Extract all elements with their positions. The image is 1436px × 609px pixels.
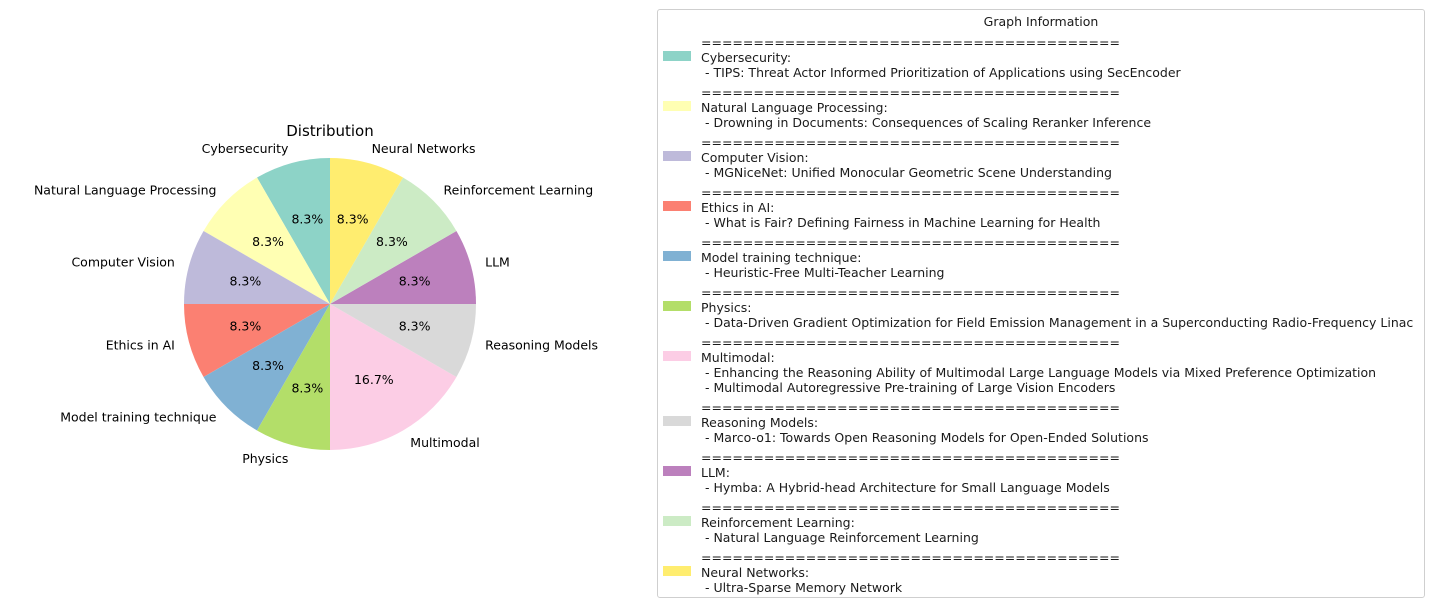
slice-category-label: Natural Language Processing [34,182,217,197]
slice-category-label: Multimodal [410,435,479,450]
legend-separator: ======================================== [701,285,1120,300]
legend-swatch [663,416,691,426]
legend-separator: ======================================== [701,335,1120,350]
slice-category-label: Computer Vision [71,254,174,269]
pie-slice-reinforcement-learning [330,177,457,304]
pie-slice-multimodal [330,304,457,450]
slice-percent-label: 8.3% [230,273,262,288]
slice-category-label: Physics [242,451,288,466]
legend-separator: ======================================== [701,135,1120,150]
legend-swatch [663,101,691,111]
pie-slice-cybersecurity [257,158,330,304]
legend-swatch [663,466,691,476]
slice-percent-label: 8.3% [399,273,431,288]
legend-separator: ======================================== [701,550,1120,565]
legend-paper-title: - Natural Language Reinforcement Learnin… [701,530,979,545]
slice-category-label: Cybersecurity [202,141,289,156]
pie-slice-model-training-technique [203,304,330,431]
legend-category: Natural Language Processing: [701,100,888,115]
slice-percent-label: 8.3% [376,234,408,249]
legend-paper-title: - What is Fair? Defining Fairness in Mac… [701,215,1101,230]
legend-category: Model training technique: [701,250,862,265]
pie-slice-reasoning-models [330,304,476,377]
slice-percent-label: 8.3% [230,319,262,334]
slice-category-label: Neural Networks [372,141,476,156]
legend-paper-title: - Enhancing the Reasoning Ability of Mul… [701,365,1377,380]
legend-swatch [663,566,691,576]
slice-percent-label: 8.3% [337,211,369,226]
slice-percent-label: 8.3% [291,211,323,226]
legend-category: Computer Vision: [701,150,809,165]
legend-separator: ======================================== [701,85,1120,100]
pie-slice-natural-language-processing [203,177,330,304]
slice-percent-label: 8.3% [399,319,431,334]
chart-title: Distribution [286,122,374,140]
slice-category-label: Model training technique [60,410,217,425]
slice-category-label: Reinforcement Learning [444,182,594,197]
legend-title: Graph Information [983,14,1099,29]
legend-swatch [663,151,691,161]
legend-swatch [663,251,691,261]
legend-category: Reinforcement Learning: [701,515,855,530]
legend-paper-title: - MGNiceNet: Unified Monocular Geometric… [701,165,1112,180]
legend-category: Reasoning Models: [701,415,819,430]
legend-paper-title: - Data-Driven Gradient Optimization for … [701,315,1414,330]
pie-slice-physics [257,304,330,450]
pie-slice-llm [330,231,476,304]
slice-percent-label: 8.3% [252,234,284,249]
legend-paper-title: - Multimodal Autoregressive Pre-training… [701,380,1116,395]
legend-paper-title: - Hymba: A Hybrid-head Architecture for … [701,480,1110,495]
slice-percent-label: 8.3% [291,381,323,396]
slice-category-label: Reasoning Models [485,338,598,353]
slice-category-label: LLM [485,254,510,269]
legend-separator: ======================================== [701,185,1120,200]
legend-paper-title: - Drowning in Documents: Consequences of… [701,115,1152,130]
legend-swatch [663,201,691,211]
legend-category: Cybersecurity: [701,50,792,65]
legend-separator: ======================================== [701,500,1120,515]
legend-separator: ======================================== [701,235,1120,250]
pie-slice-neural-networks [330,158,403,304]
slice-percent-label: 16.7% [354,372,394,387]
legend: Graph Information ======================… [657,9,1425,598]
legend-paper-title: - Ultra-Sparse Memory Network [701,580,903,595]
legend-swatch [663,301,691,311]
pie-slice-computer-vision [184,231,330,304]
legend-separator: ======================================== [701,400,1120,415]
legend-category: LLM: [701,465,730,480]
legend-category: Ethics in AI: [701,200,775,215]
legend-swatch [663,51,691,61]
legend-swatch [663,351,691,361]
legend-category: Neural Networks: [701,565,810,580]
pie-chart: Distribution 8.3% Cybersecurity 8.3% Natura… [34,122,598,466]
legend-paper-title: - Heuristic-Free Multi-Teacher Learning [701,265,945,280]
legend-category: Physics: [701,300,752,315]
legend-separator: ======================================== [701,450,1120,465]
slice-percent-label: 8.3% [252,358,284,373]
legend-paper-title: - TIPS: Threat Actor Informed Prioritiza… [701,65,1181,80]
legend-separator: ======================================== [701,35,1120,50]
pie-slice-ethics-in-ai [184,304,330,377]
legend-category: Multimodal: [701,350,775,365]
slice-category-label: Ethics in AI [106,338,175,353]
legend-swatch [663,516,691,526]
legend-paper-title: - Marco-o1: Towards Open Reasoning Model… [701,430,1149,445]
